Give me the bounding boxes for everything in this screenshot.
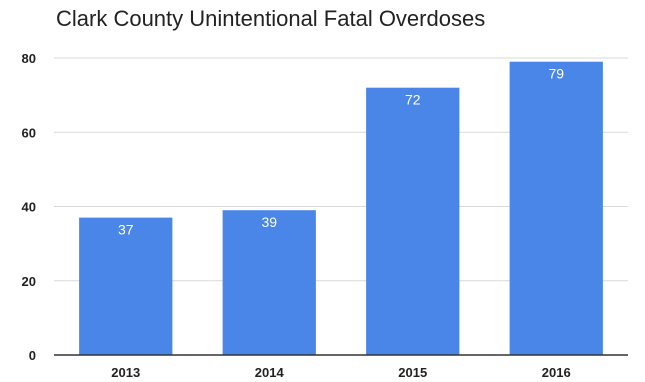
y-tick-label: 60 — [22, 125, 36, 140]
bar — [509, 61, 603, 356]
x-tick-label: 2013 — [111, 365, 140, 380]
bar — [366, 87, 460, 355]
data-label: 72 — [405, 92, 421, 108]
data-label: 79 — [548, 66, 564, 82]
x-tick-label: 2014 — [255, 365, 285, 380]
bar — [222, 210, 316, 355]
y-tick-label: 0 — [29, 348, 36, 363]
y-tick-label: 40 — [22, 200, 36, 215]
y-tick-label: 20 — [22, 274, 36, 289]
bar — [79, 217, 173, 355]
x-tick-label: 2016 — [542, 365, 571, 380]
x-tick-label: 2015 — [398, 365, 427, 380]
chart-title: Clark County Unintentional Fatal Overdos… — [56, 6, 486, 31]
y-tick-label: 80 — [22, 51, 36, 66]
data-label: 37 — [118, 222, 134, 238]
data-label: 39 — [261, 214, 277, 230]
